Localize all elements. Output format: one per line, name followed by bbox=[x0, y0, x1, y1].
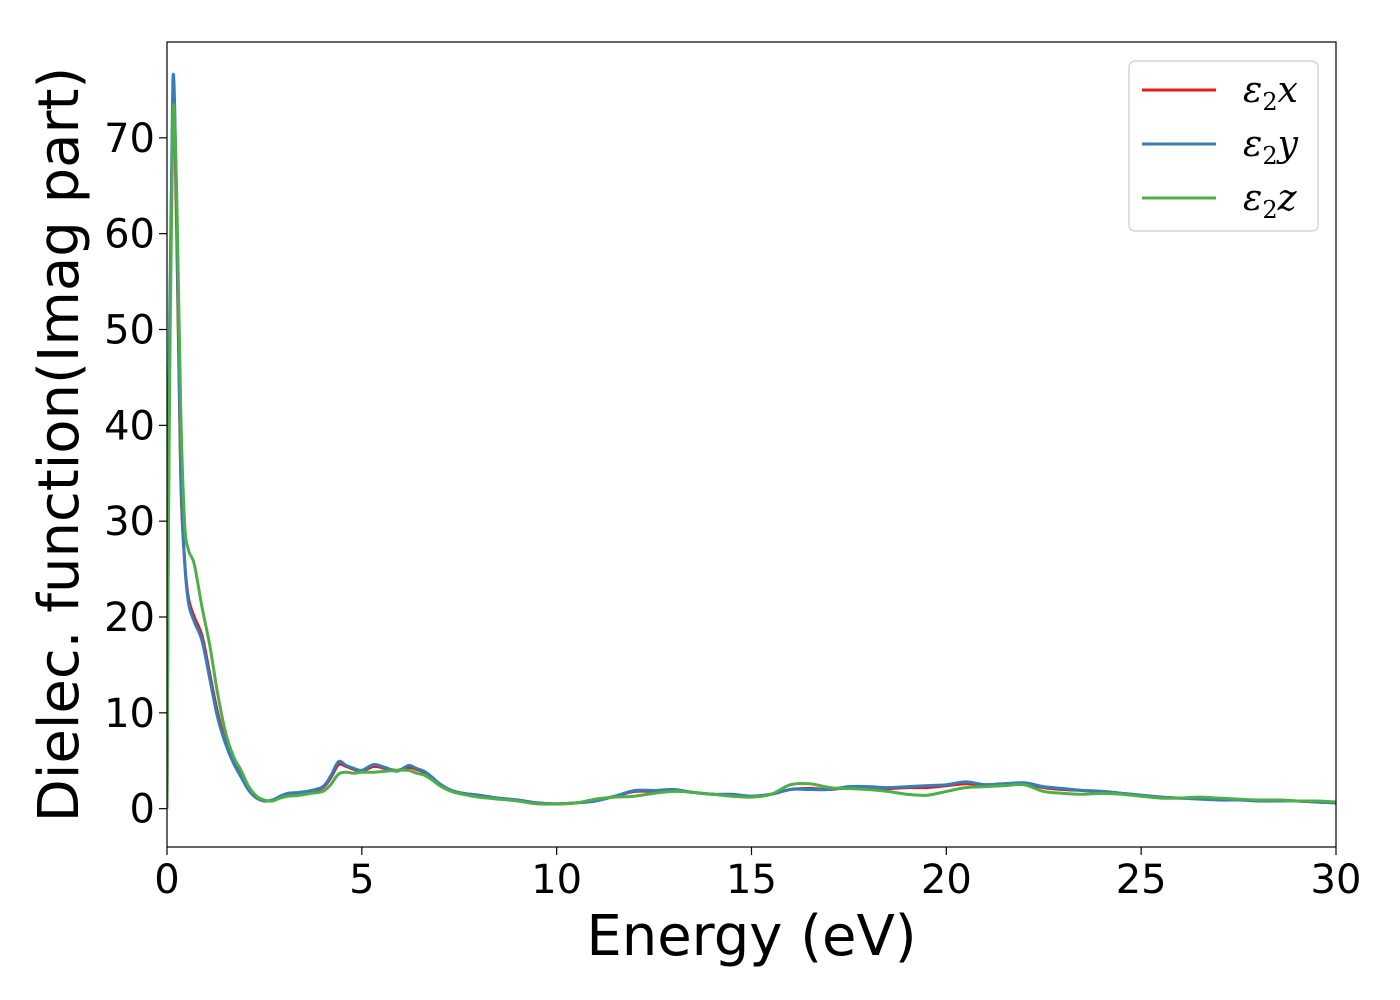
y-tick-label: 30 bbox=[104, 499, 155, 545]
y-tick-label: 40 bbox=[104, 403, 155, 449]
x-axis-title: Energy (eV) bbox=[586, 904, 916, 969]
legend-box bbox=[1128, 60, 1319, 232]
x-tick-label: 20 bbox=[921, 857, 972, 903]
y-tick-label: 20 bbox=[104, 595, 155, 641]
y-axis-title: Dielec. function(Imag part) bbox=[27, 67, 92, 823]
legend-label-y: ε2y bbox=[1243, 124, 1299, 170]
x-tick-label: 0 bbox=[154, 857, 179, 903]
series-line-z bbox=[167, 103, 1336, 809]
y-tick-label: 10 bbox=[104, 691, 155, 737]
x-axis-ticks: 0 5 10 15 20 25 30 bbox=[154, 847, 1361, 903]
x-tick-label: 10 bbox=[531, 857, 582, 903]
series-layer bbox=[167, 72, 1336, 809]
y-tick-label: 60 bbox=[104, 212, 155, 258]
x-tick-label: 30 bbox=[1311, 857, 1362, 903]
legend-label-x: ε2x bbox=[1243, 70, 1298, 116]
x-tick-label: 25 bbox=[1116, 857, 1167, 903]
x-tick-label: 15 bbox=[726, 857, 777, 903]
legend-label-z: ε2z bbox=[1243, 178, 1298, 224]
y-tick-label: 50 bbox=[104, 308, 155, 354]
y-axis-ticks: 0 10 20 30 40 50 60 70 bbox=[104, 116, 167, 833]
x-tick-label: 5 bbox=[349, 857, 374, 903]
y-tick-label: 70 bbox=[104, 116, 155, 162]
y-tick-label: 0 bbox=[130, 787, 155, 833]
legend: ε2x ε2y ε2z bbox=[1128, 60, 1319, 232]
